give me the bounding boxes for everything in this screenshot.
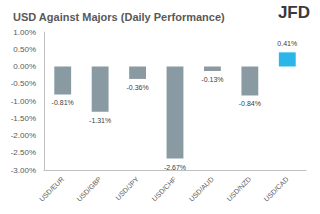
svg-text:USD/JPY: USD/JPY bbox=[114, 175, 140, 201]
svg-text:-2.50%: -2.50% bbox=[11, 148, 36, 157]
svg-text:1.00%: 1.00% bbox=[13, 28, 36, 37]
svg-text:JFD: JFD bbox=[278, 3, 310, 22]
svg-text:USD/AUD: USD/AUD bbox=[188, 176, 215, 203]
svg-text:-1.50%: -1.50% bbox=[11, 114, 36, 123]
svg-text:-1.31%: -1.31% bbox=[89, 117, 111, 124]
svg-text:-1.00%: -1.00% bbox=[11, 97, 36, 106]
svg-text:-0.13%: -0.13% bbox=[201, 76, 223, 83]
svg-text:0.00%: 0.00% bbox=[13, 62, 36, 71]
svg-text:USD/NZD: USD/NZD bbox=[225, 176, 252, 203]
svg-text:0.41%: 0.41% bbox=[277, 40, 297, 47]
svg-text:-0.50%: -0.50% bbox=[11, 79, 36, 88]
svg-text:-0.81%: -0.81% bbox=[52, 99, 74, 106]
svg-text:USD/EUR: USD/EUR bbox=[38, 176, 65, 203]
svg-text:-0.84%: -0.84% bbox=[239, 100, 261, 107]
svg-text:-2.00%: -2.00% bbox=[11, 131, 36, 140]
svg-text:USD/GBP: USD/GBP bbox=[75, 175, 102, 202]
svg-text:USD/CHF: USD/CHF bbox=[151, 176, 178, 203]
svg-text:USD Against Majors (Daily Perf: USD Against Majors (Daily Performance) bbox=[13, 11, 225, 23]
svg-text:-2.67%: -2.67% bbox=[164, 164, 186, 171]
svg-text:0.50%: 0.50% bbox=[13, 45, 36, 54]
svg-text:-0.36%: -0.36% bbox=[126, 84, 148, 91]
svg-text:-3.00%: -3.00% bbox=[11, 166, 36, 175]
svg-text:USD/CAD: USD/CAD bbox=[263, 176, 290, 203]
